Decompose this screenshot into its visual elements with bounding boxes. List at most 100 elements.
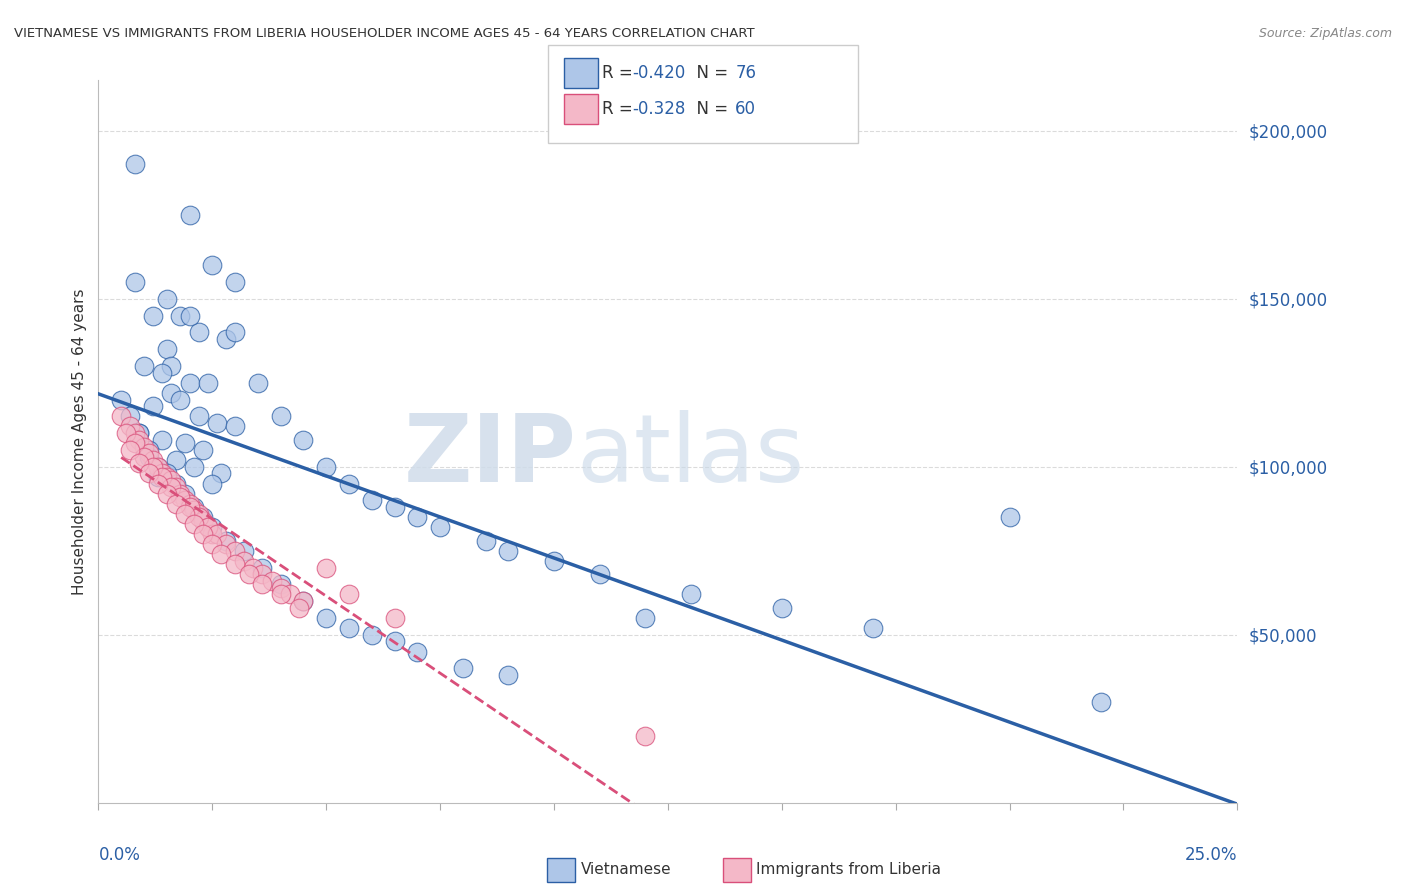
Point	[498, 543, 520, 558]
Text: -0.420: -0.420	[633, 64, 686, 82]
Point	[187, 326, 209, 340]
Point	[174, 507, 197, 521]
Point	[132, 359, 155, 373]
Point	[270, 577, 292, 591]
Point	[634, 611, 657, 625]
Point	[292, 594, 315, 608]
Point	[183, 503, 205, 517]
Point	[315, 459, 337, 474]
Point	[224, 543, 246, 558]
Point	[384, 500, 406, 514]
Text: N =: N =	[686, 100, 734, 118]
Point	[998, 510, 1021, 524]
Point	[156, 292, 179, 306]
Point	[187, 409, 209, 424]
Text: 60: 60	[735, 100, 756, 118]
Point	[233, 554, 256, 568]
Point	[150, 433, 173, 447]
Point	[634, 729, 657, 743]
Point	[174, 436, 197, 450]
Point	[270, 587, 292, 601]
Point	[429, 520, 451, 534]
Point	[138, 450, 160, 464]
Point	[120, 419, 142, 434]
Point	[197, 376, 219, 390]
Text: VIETNAMESE VS IMMIGRANTS FROM LIBERIA HOUSEHOLDER INCOME AGES 45 - 64 YEARS CORR: VIETNAMESE VS IMMIGRANTS FROM LIBERIA HO…	[14, 27, 755, 40]
Point	[238, 567, 260, 582]
Point	[124, 436, 146, 450]
Point	[156, 467, 179, 481]
Point	[201, 476, 224, 491]
Point	[252, 567, 274, 582]
Point	[233, 543, 256, 558]
Point	[588, 567, 610, 582]
Point	[165, 476, 187, 491]
Point	[160, 473, 183, 487]
Point	[165, 453, 187, 467]
Point	[169, 486, 191, 500]
Point	[114, 426, 136, 441]
Point	[384, 634, 406, 648]
Point	[160, 385, 183, 400]
Point	[150, 366, 173, 380]
Point	[193, 514, 215, 528]
Point	[128, 426, 150, 441]
Point	[201, 258, 224, 272]
Point	[406, 644, 429, 658]
Point	[201, 527, 224, 541]
Text: R =: R =	[602, 64, 638, 82]
Point	[315, 560, 337, 574]
Point	[146, 470, 169, 484]
Point	[165, 480, 187, 494]
Point	[138, 446, 160, 460]
Point	[174, 493, 197, 508]
Point	[337, 476, 360, 491]
Point	[209, 467, 232, 481]
Point	[406, 510, 429, 524]
Point	[679, 587, 702, 601]
Point	[242, 560, 264, 574]
Point	[193, 510, 215, 524]
Point	[124, 426, 146, 441]
Point	[315, 611, 337, 625]
Text: ZIP: ZIP	[404, 410, 576, 502]
Point	[224, 275, 246, 289]
Point	[224, 326, 246, 340]
Point	[179, 500, 201, 514]
Point	[278, 587, 301, 601]
Point	[124, 157, 146, 171]
Y-axis label: Householder Income Ages 45 - 64 years: Householder Income Ages 45 - 64 years	[72, 288, 87, 595]
Point	[179, 208, 201, 222]
Point	[224, 558, 246, 572]
Point	[156, 486, 179, 500]
Point	[179, 497, 201, 511]
Point	[384, 611, 406, 625]
Point	[193, 442, 215, 457]
Point	[197, 520, 219, 534]
Text: Vietnamese: Vietnamese	[581, 863, 671, 877]
Point	[205, 416, 228, 430]
Point	[187, 510, 209, 524]
Point	[201, 520, 224, 534]
Point	[252, 577, 274, 591]
Point	[142, 309, 165, 323]
Point	[246, 376, 269, 390]
Point	[120, 442, 142, 457]
Point	[474, 533, 496, 548]
Text: Immigrants from Liberia: Immigrants from Liberia	[756, 863, 942, 877]
Point	[183, 459, 205, 474]
Point	[215, 537, 238, 551]
Point	[252, 560, 274, 574]
Point	[360, 628, 382, 642]
Point	[360, 493, 382, 508]
Point	[174, 486, 197, 500]
Point	[451, 661, 474, 675]
Point	[138, 442, 160, 457]
Point	[150, 470, 173, 484]
Point	[179, 376, 201, 390]
Point	[187, 507, 209, 521]
Point	[138, 467, 160, 481]
Text: 0.0%: 0.0%	[98, 847, 141, 864]
Point	[270, 409, 292, 424]
Point	[770, 600, 793, 615]
